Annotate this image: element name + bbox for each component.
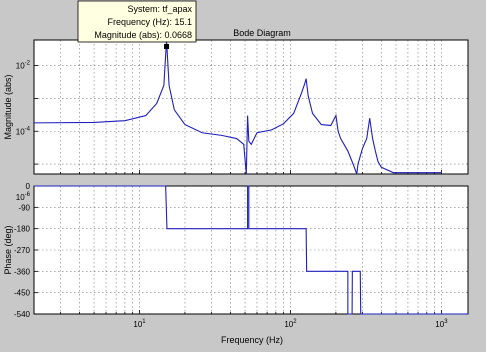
frequency-tick-label: 103 (435, 319, 448, 329)
phase-tick-label: -180 (14, 225, 31, 234)
phase-ticks: 0 -90 -180 -270 -360 -450 -540 (14, 182, 38, 319)
magnitude-ylabel: Magnitude (abs) (3, 74, 13, 139)
phase-grid (33, 185, 468, 315)
magnitude-tick-label: 10-2 (16, 61, 31, 71)
datatip-marker[interactable] (164, 44, 170, 49)
magnitude-axes[interactable] (33, 39, 469, 175)
phase-tick-label: -540 (14, 310, 31, 319)
frequency-tick-label: 101 (133, 319, 146, 329)
magnitude-ticks: 10-2 10-4 10-6 (16, 61, 38, 202)
phase-tick-label: 0 (26, 182, 31, 191)
datatip-system: System: tf_apax (127, 4, 192, 14)
chart-title: Bode Diagram (233, 28, 291, 38)
frequency-tick-label: 102 (284, 319, 297, 329)
datatip-frequency: Frequency (Hz): 15.1 (107, 17, 192, 27)
magnitude-tick-label: 10-4 (16, 126, 31, 136)
magnitude-curve[interactable] (33, 39, 442, 175)
phase-ylabel: Phase (deg) (3, 225, 13, 274)
frequency-ticks: 101 102 103 (133, 319, 448, 329)
datatip[interactable]: System: tf_apax Frequency (Hz): 15.1 Mag… (77, 0, 197, 43)
phase-curve[interactable] (34, 185, 468, 315)
phase-tick-label: -450 (14, 289, 31, 298)
phase-tick-label: -270 (14, 246, 31, 255)
phase-tick-label: -360 (14, 267, 31, 276)
phase-tick-label: -90 (18, 203, 30, 212)
datatip-magnitude: Magnitude (abs): 0.0668 (94, 30, 192, 40)
datatip-box (77, 0, 197, 43)
frequency-xlabel: Frequency (Hz) (221, 335, 283, 345)
magnitude-tick-label: 10-6 (16, 192, 31, 202)
